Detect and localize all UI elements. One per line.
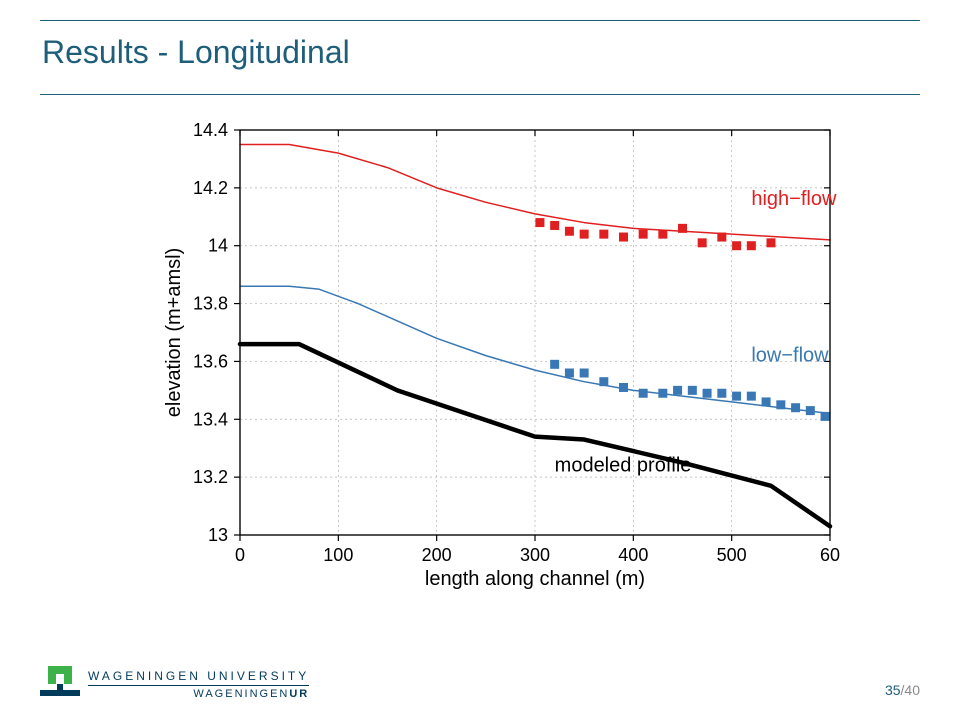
svg-text:14.2: 14.2 [193, 178, 228, 198]
logo-line1: WAGENINGEN UNIVERSITY [88, 669, 309, 686]
slide: Results - Longitudinal 0 100 200 300 400 500 6… [0, 0, 960, 720]
svg-text:elevation (m+amsl): elevation (m+amsl) [163, 248, 185, 418]
svg-text:13.8: 13.8 [193, 294, 228, 314]
svg-text:0: 0 [235, 545, 245, 565]
svg-text:length along channel (m): length along channel (m) [425, 568, 645, 590]
page-number: 35/40 [885, 682, 920, 698]
svg-text:13.6: 13.6 [193, 351, 228, 371]
logo-line2a: WAGENINGEN [193, 688, 289, 700]
svg-text:60: 60 [820, 545, 840, 565]
slide-title: Results - Longitudinal [42, 34, 350, 71]
rule-mid [40, 94, 920, 95]
svg-text:modeled profile: modeled profile [555, 454, 692, 476]
rule-top [40, 20, 920, 21]
svg-text:high−flow: high−flow [751, 188, 837, 210]
svg-text:13.4: 13.4 [193, 409, 228, 429]
logo-text: WAGENINGEN UNIVERSITY WAGENINGENUR [88, 669, 309, 700]
page-total: 40 [904, 682, 920, 698]
svg-text:13.2: 13.2 [193, 467, 228, 487]
svg-text:400: 400 [618, 545, 648, 565]
longitudinal-chart: 0 100 200 300 400 500 60 13 13.2 13.4 13.6 13.8 14 14… [145, 120, 845, 600]
svg-text:100: 100 [323, 545, 353, 565]
svg-text:13: 13 [208, 525, 228, 545]
logo-line2b: UR [289, 688, 309, 700]
footer-logo: WAGENINGEN UNIVERSITY WAGENINGENUR [40, 660, 309, 700]
svg-text:500: 500 [717, 545, 747, 565]
svg-text:low−flow: low−flow [751, 344, 829, 366]
svg-text:200: 200 [422, 545, 452, 565]
logo-line2: WAGENINGENUR [193, 686, 309, 700]
svg-text:300: 300 [520, 545, 550, 565]
svg-text:14.4: 14.4 [193, 120, 228, 140]
wageningen-logo-icon [40, 660, 80, 700]
page-current: 35 [885, 682, 901, 698]
svg-text:14: 14 [208, 236, 228, 256]
